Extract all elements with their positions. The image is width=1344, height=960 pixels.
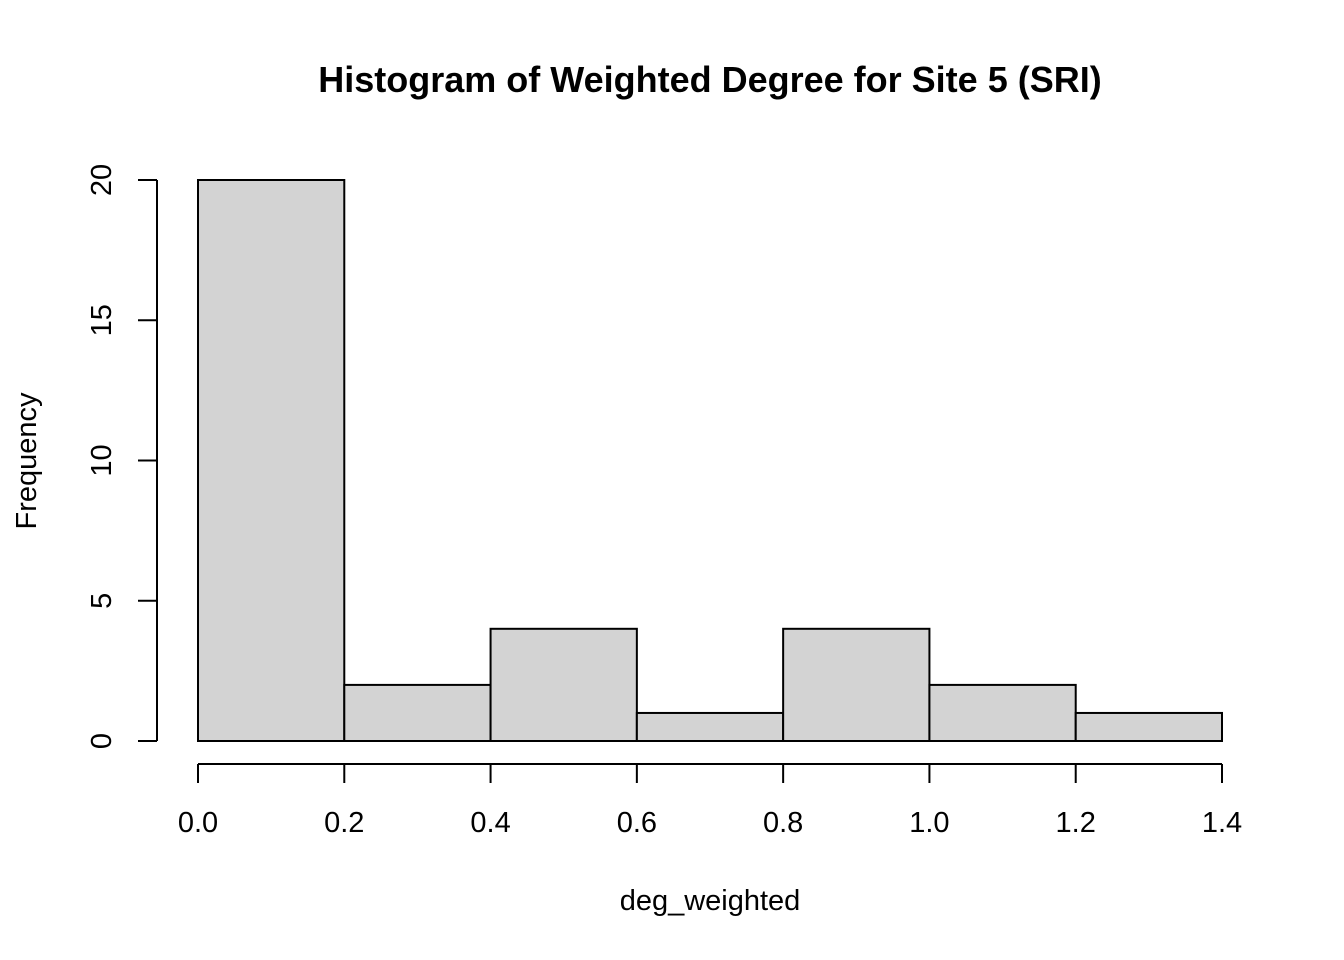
histogram-bar	[343, 683, 492, 743]
y-tick-label: 5	[86, 593, 118, 609]
y-axis-label: Frequency	[11, 392, 43, 530]
y-tick-label: 0	[86, 733, 118, 749]
x-tick-label: 0.0	[178, 807, 218, 839]
y-tick-label: 15	[86, 304, 118, 336]
x-axis: 0.0 0.2 0.4 0.6 0.8 1.0 1.2 1.4	[178, 763, 1242, 839]
x-tick-label: 0.8	[763, 807, 803, 839]
x-tick-label: 1.2	[1056, 807, 1096, 839]
bars-group	[197, 179, 1223, 743]
x-tick-label: 0.4	[470, 807, 510, 839]
x-tick-label: 1.4	[1202, 807, 1242, 839]
x-tick-label: 1.0	[909, 807, 949, 839]
chart-title: Histogram of Weighted Degree for Site 5 …	[318, 59, 1101, 100]
x-tick-label: 0.6	[617, 807, 657, 839]
x-tick-label: 0.2	[324, 807, 364, 839]
y-tick-label: 10	[86, 444, 118, 476]
histogram-bar	[928, 683, 1077, 743]
y-axis: 0 5 10 15 20	[86, 164, 158, 749]
histogram-bar	[782, 627, 931, 742]
histogram-bar	[1074, 711, 1223, 743]
x-axis-label: deg_weighted	[620, 885, 801, 917]
histogram-bar	[635, 711, 785, 743]
histogram-bar	[489, 627, 638, 742]
y-tick-label: 20	[86, 164, 118, 196]
histogram-bar	[197, 179, 346, 742]
